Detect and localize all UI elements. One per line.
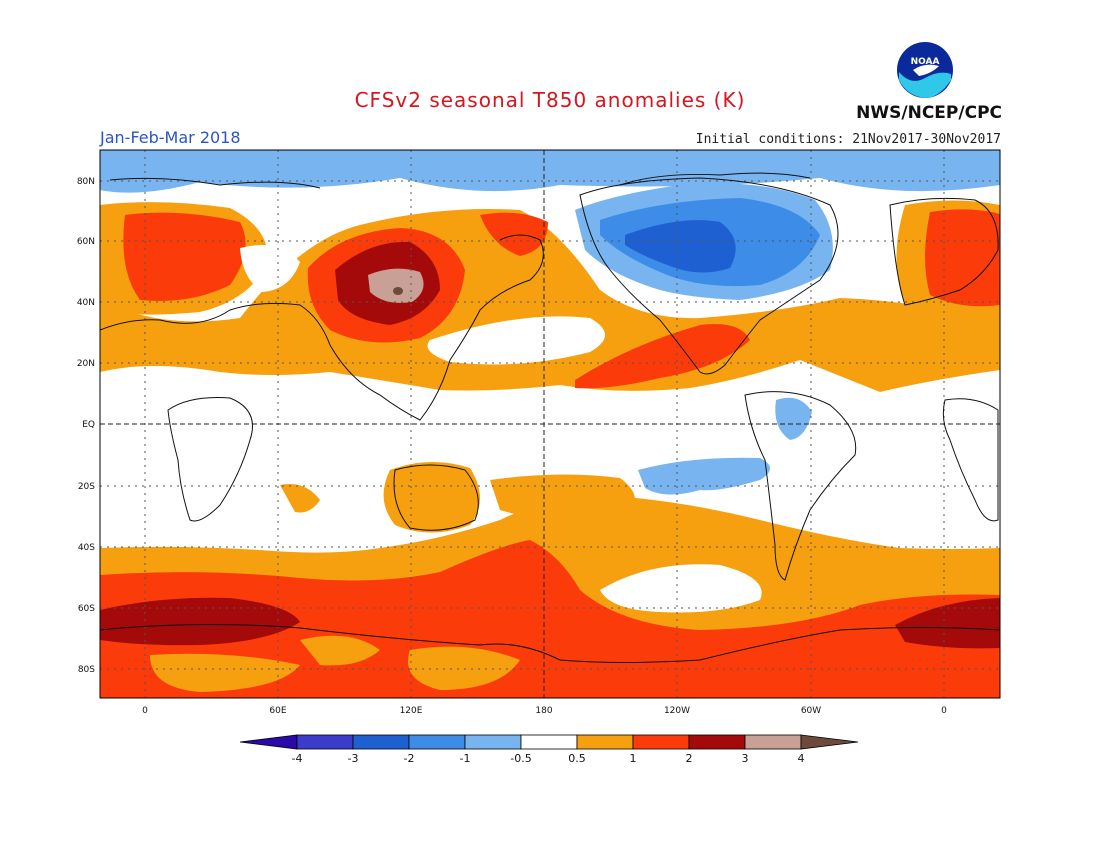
lat-label: 60N — [77, 237, 95, 247]
forecast-period: Jan-Feb-Mar 2018 — [100, 128, 241, 147]
lon-label: 120E — [400, 706, 423, 716]
colorbar-label: -3 — [348, 752, 359, 765]
north-america-cold-3 — [625, 220, 736, 273]
colorbar-segment — [408, 734, 466, 750]
lat-label: 40S — [78, 543, 95, 553]
colorbar-label: 1 — [630, 752, 637, 765]
lon-label: 120W — [664, 706, 690, 716]
arctic-cold-anomaly — [100, 150, 1000, 193]
colorbar-label: 0.5 — [568, 752, 586, 765]
south-pacific-cold — [638, 457, 770, 495]
colorbar-segment — [296, 734, 354, 750]
colorbar-segment — [520, 734, 578, 750]
map-frame — [99, 149, 1001, 699]
colorbar-segment — [744, 734, 802, 750]
colorbar-label: -4 — [292, 752, 303, 765]
lat-label: 20S — [78, 482, 95, 492]
colorbar-segment — [632, 734, 690, 750]
lat-label: 20N — [77, 359, 95, 369]
colorbar-label: -2 — [404, 752, 415, 765]
amazon-cold — [775, 397, 812, 440]
agency-label: NWS/NCEP/CPC — [856, 103, 1002, 123]
lat-label: EQ — [82, 420, 95, 430]
lon-label: 0 — [142, 706, 148, 716]
noaa-logo-text: NOAA — [911, 57, 940, 67]
australia-warm — [383, 461, 480, 533]
map-title: CFSv2 seasonal T850 anomalies (K) — [354, 88, 746, 112]
colorbar-label: 3 — [742, 752, 749, 765]
colorbar-label: -0.5 — [510, 752, 531, 765]
us-warm-2 — [575, 324, 750, 389]
colorbar-segment — [688, 734, 746, 750]
lat-label: 60S — [78, 604, 95, 614]
lat-label: 80S — [78, 665, 95, 675]
graticule — [100, 150, 1000, 698]
alaska-warm-2 — [480, 212, 548, 256]
lat-label: 80N — [77, 177, 95, 187]
colorbar-label: -1 — [460, 752, 471, 765]
lon-label: 60W — [801, 706, 821, 716]
southern-warm-3-west — [100, 597, 300, 646]
colorbar-segment — [576, 734, 634, 750]
initial-conditions: Initial conditions: 21Nov2017-30Nov2017 — [695, 132, 1001, 147]
europe-warm-2 — [123, 212, 246, 301]
asia-warm-4 — [368, 268, 424, 303]
latitude-labels: 80N 60N 40N 20N EQ 20S 40S 60S 80S — [77, 177, 95, 675]
lon-label: 0 — [941, 706, 947, 716]
asia-warm-5 — [393, 287, 403, 295]
colorbar-label: 4 — [798, 752, 805, 765]
equator-dateline — [100, 150, 1000, 698]
colorbar-arrow-low — [239, 734, 298, 750]
europe-warm-east-2 — [925, 209, 1000, 307]
lon-label: 180 — [535, 706, 552, 716]
colorbar-arrow-high — [800, 734, 859, 750]
colorbar-segment — [352, 734, 410, 750]
colorbar-label: 2 — [686, 752, 693, 765]
lat-label: 40N — [77, 298, 95, 308]
longitude-labels: 0 60E 120E 180 120W 60W 0 — [142, 706, 947, 716]
colorbar: -4 -3 -2 -1 -0.5 0.5 1 2 3 4 — [239, 734, 859, 765]
southern-warm-3-east — [895, 598, 1000, 649]
coastlines — [100, 172, 1000, 663]
lon-label: 60E — [269, 706, 286, 716]
noaa-logo: NOAA — [897, 42, 953, 98]
colorbar-segment — [464, 734, 522, 750]
